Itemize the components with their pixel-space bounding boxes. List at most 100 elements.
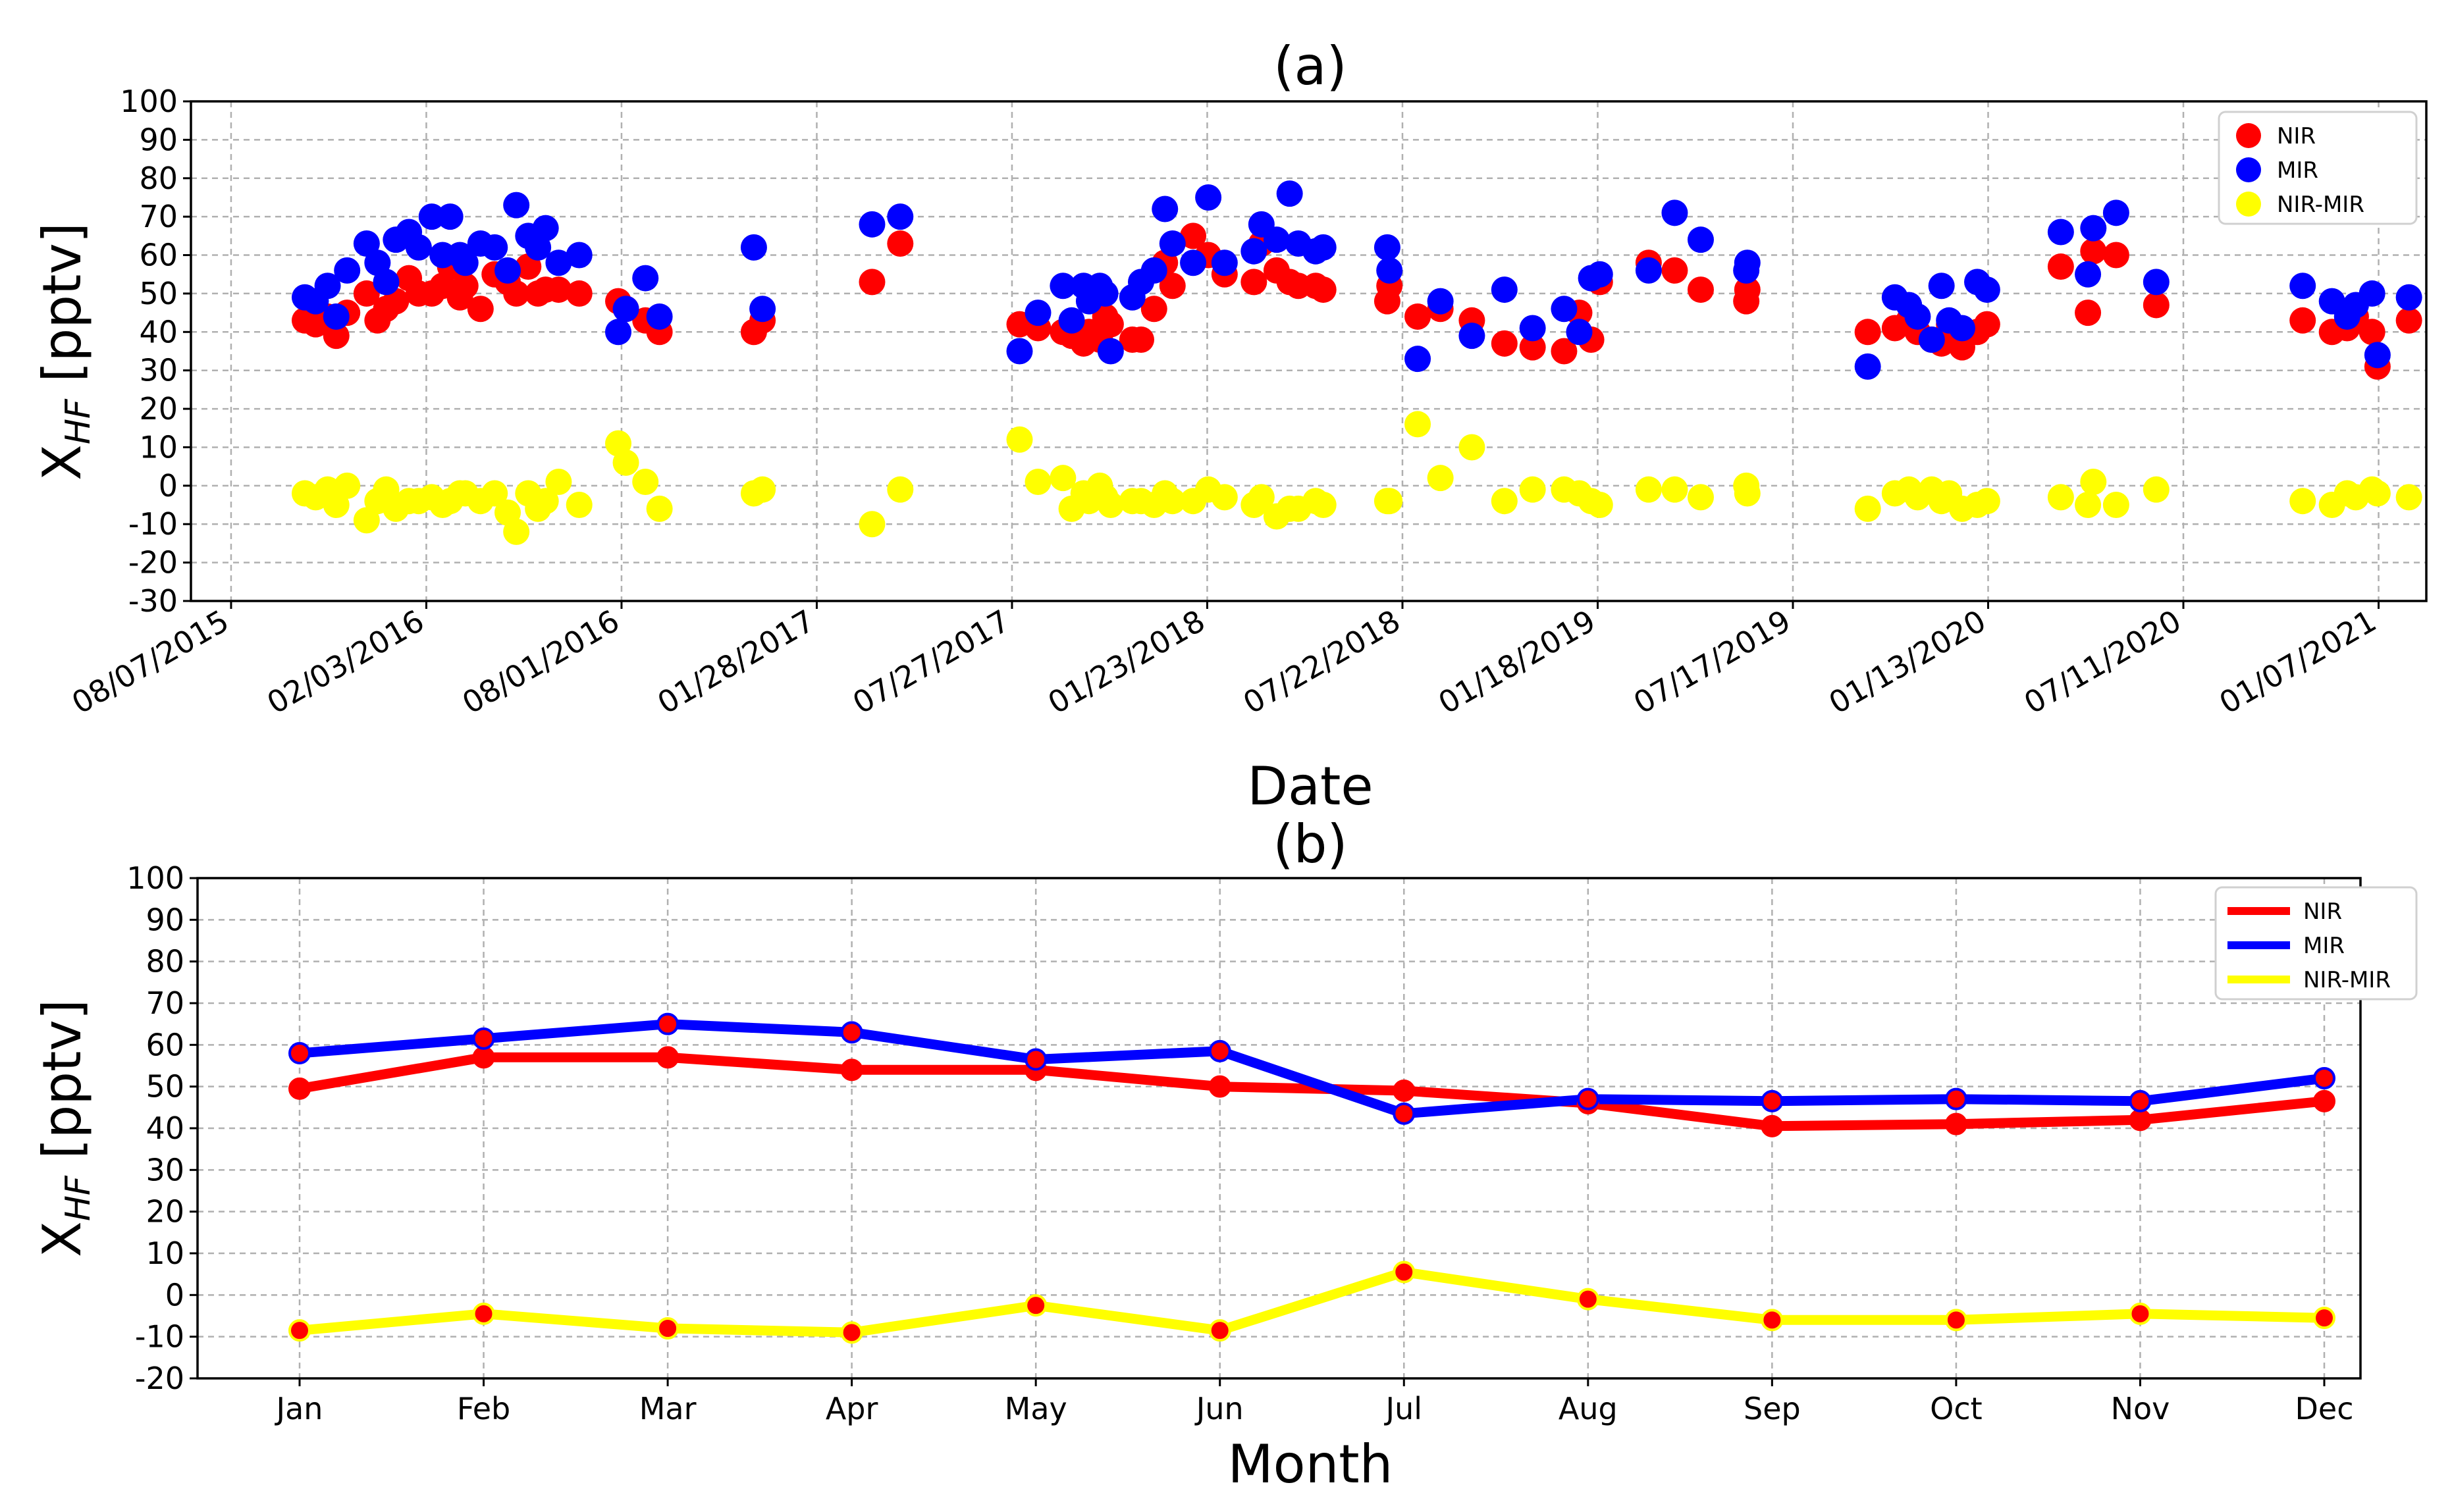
panel-a-point-nir (2075, 300, 2102, 326)
panel-a-legend-marker (2236, 123, 2261, 148)
panel-a-legend: NIR MIR NIR-MIR (2218, 111, 2418, 225)
panel-a-point-mir (1734, 249, 1761, 276)
panel-a-point-nir-mir (1687, 484, 1714, 511)
panel-b-point-nir-mir (2313, 1307, 2335, 1330)
panel-a-point-mir (1491, 276, 1518, 303)
panel-a-point-mir (1240, 238, 1267, 265)
panel-b-x-tick-labels: Jan Feb Mar Apr May Jun Jul Aug Sep Oct Nov Dec (275, 1378, 2354, 1426)
panel-b-y-tick-label: 40 (146, 1110, 184, 1146)
panel-b-point-mir (1944, 1087, 1967, 1110)
panel-b-x-tick-label: Nov (2111, 1391, 2170, 1426)
panel-a-point-nir (1180, 222, 1207, 249)
panel-a-point-mir (2080, 215, 2107, 242)
panel-a-x-tick-labels: 08/07/2015 02/03/2016 08/01/2016 01/28/2017… (66, 601, 2382, 721)
panel-a-x-tick-label: 01/13/2020 (1823, 603, 1992, 721)
panel-a-point-nir (1140, 296, 1167, 323)
panel-a-point-mir (1050, 273, 1077, 300)
panel-a-point-nir-mir (2364, 480, 2391, 507)
panel-b-point-mir (1576, 1087, 1599, 1110)
panel-a-point-nir-mir (1248, 484, 1275, 511)
panel-a-point-nir (452, 273, 479, 300)
panel-a-point-nir (1127, 326, 1154, 353)
panel-a-point-nir (2395, 307, 2422, 334)
panel-a-point-nir (1240, 269, 1267, 296)
panel-a-point-mir (605, 319, 632, 346)
panel-b-point-nir (2313, 1089, 2335, 1112)
panel-b-markers-nir-mir (288, 1261, 2335, 1344)
panel-a-point-mir (1058, 307, 1085, 334)
panel-b-title: (b) (1273, 814, 1347, 875)
panel-a-point-nir-mir (2075, 492, 2102, 519)
panel-a-point-mir (2102, 199, 2129, 226)
panel-b-legend: NIR MIR NIR-MIR (2214, 886, 2418, 1001)
panel-b-point-nir-mir (840, 1321, 863, 1344)
panel-a-point-nir-mir (2080, 469, 2107, 496)
panel-a-point-nir (1551, 338, 1578, 365)
panel-a-point-mir (740, 234, 767, 261)
panel-b-point-mir (840, 1021, 863, 1044)
panel-a-point-nir (2289, 307, 2316, 334)
panel-b-point-nir (472, 1046, 495, 1069)
panel-a-point-nir-mir (1586, 492, 1613, 519)
panel-a-point-mir (1211, 249, 1238, 276)
panel-a-y-tick-label: 90 (139, 122, 178, 157)
panel-b-point-mir (1761, 1089, 1784, 1112)
panel-a-y-tick-label: 70 (139, 199, 178, 234)
panel-b-x-tick-label: Feb (457, 1391, 510, 1426)
panel-a-point-nir-mir (1734, 480, 1761, 507)
panel-a-point-nir-mir (646, 495, 673, 522)
panel-a-series-mir (291, 180, 2422, 380)
panel-a-x-tick-label: 07/22/2018 (1237, 603, 1406, 721)
panel-a-point-mir (1519, 315, 1546, 342)
panel-a-point-nir-mir (481, 480, 508, 507)
panel-a-point-mir (749, 296, 776, 323)
panel-a-point-nir (887, 230, 914, 257)
panel-a-point-mir (437, 203, 464, 230)
panel-b-point-nir (656, 1046, 680, 1069)
panel-a-point-nir-mir (1159, 488, 1186, 515)
panel-b-x-tick-label: Aug (1559, 1391, 1618, 1426)
panel-b-point-nir-mir (1944, 1309, 1967, 1332)
panel-a-point-mir (1180, 249, 1207, 276)
panel-a-point-mir (2075, 261, 2102, 288)
panel-b-point-nir-mir (1393, 1261, 1416, 1284)
panel-b-data-points (288, 1012, 2335, 1344)
panel-a-point-nir (1159, 273, 1186, 300)
panel-a-point-mir (545, 249, 572, 276)
panel-a-legend-label: MIR (2277, 157, 2318, 184)
panel-a-point-nir-mir (1050, 465, 1077, 492)
panel-a-point-mir (1263, 226, 1290, 253)
panel-b-gridlines (198, 877, 2360, 1380)
panel-a-series-nir-mir (291, 411, 2422, 545)
panel-b-y-tick-label: 100 (126, 860, 184, 896)
panel-a-point-nir-mir (334, 472, 361, 499)
panel-a-point-mir (1427, 288, 1454, 315)
panel-a-x-tick-label: 08/07/2015 (66, 603, 235, 721)
panel-a-y-tick-label: 30 (139, 353, 178, 388)
panel-b-x-tick-label: Apr (826, 1391, 878, 1426)
panel-b-point-nir-mir (1025, 1294, 1048, 1317)
panel-b-markers-mir (288, 1012, 2335, 1125)
panel-b-point-mir (2313, 1067, 2335, 1089)
panel-a-point-nir-mir (1025, 469, 1052, 496)
panel-a-point-mir (646, 303, 673, 330)
panel-b-point-mir (472, 1027, 495, 1050)
panel-a-y-tick-label: 0 (159, 468, 178, 504)
panel-a-title: (a) (1273, 36, 1346, 97)
panel-a-point-nir (566, 280, 593, 307)
panel-a-y-tick-label: 20 (139, 391, 178, 427)
panel-a-point-nir (1404, 303, 1431, 330)
panel-b-y-tick-label: 60 (146, 1027, 184, 1062)
panel-a-point-nir-mir (2047, 484, 2074, 511)
panel-a-point-mir (1928, 273, 1955, 300)
panel-a-point-nir-mir (887, 476, 914, 503)
panel-a-point-nir-mir (1854, 495, 1881, 522)
panel-a-point-mir (1918, 326, 1945, 353)
panel-a-point-nir-mir (532, 488, 559, 515)
panel-a-point-nir (1097, 311, 1124, 338)
panel-a-point-nir-mir (2102, 492, 2129, 519)
panel-a-point-mir (887, 203, 914, 230)
panel-a-point-nir-mir (1097, 492, 1124, 519)
